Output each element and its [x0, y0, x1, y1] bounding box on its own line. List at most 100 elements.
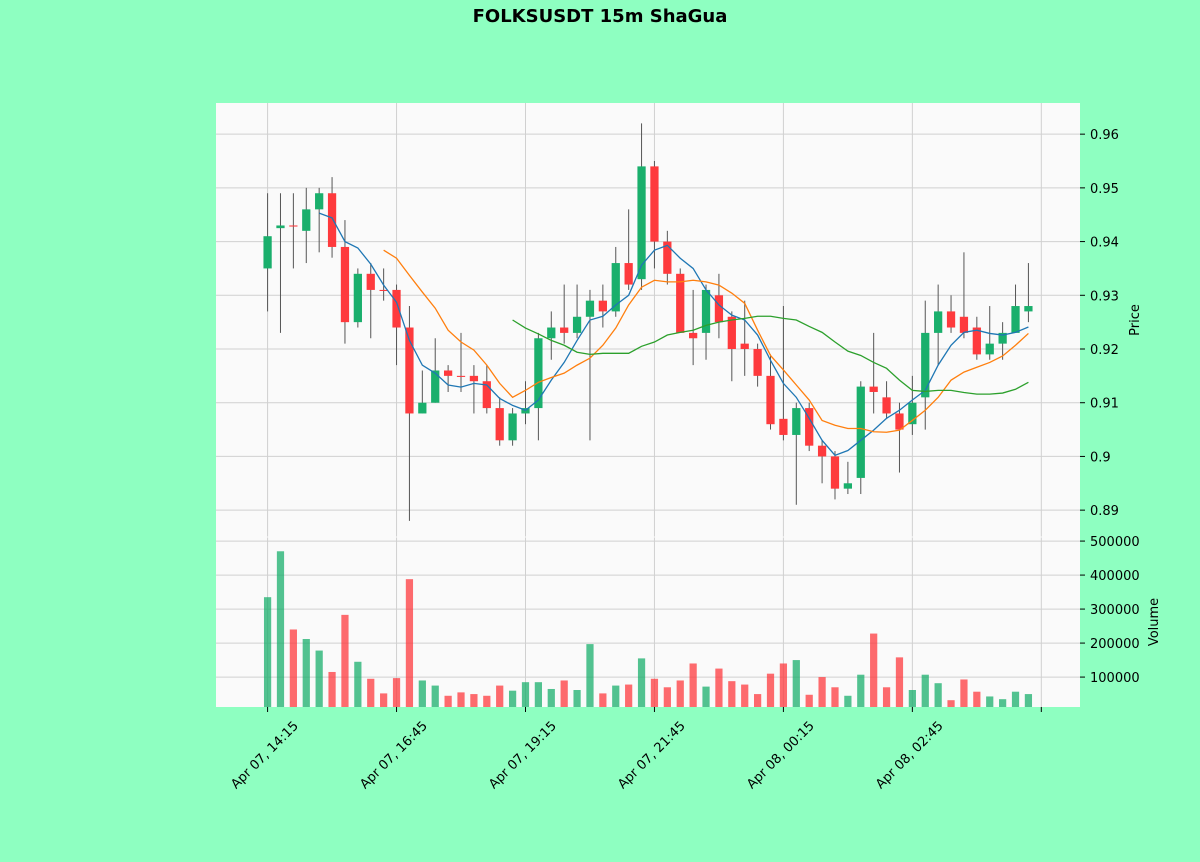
- candle-body: [598, 300, 607, 312]
- candle-body: [676, 273, 685, 333]
- candle-body: [714, 295, 724, 323]
- volume-bar: [908, 690, 916, 707]
- candle-body: [843, 483, 853, 489]
- volume-bar: [754, 694, 762, 707]
- volume-bar: [521, 682, 530, 707]
- volume-bar: [560, 680, 568, 707]
- candle-body: [985, 343, 994, 355]
- candle-body: [972, 327, 981, 355]
- volume-bar: [921, 674, 929, 707]
- candle-body: [740, 343, 749, 350]
- volume-bar: [728, 681, 736, 707]
- volume-bar: [573, 690, 581, 707]
- candle-body: [689, 332, 698, 339]
- moving-average-line: [383, 249, 1029, 433]
- moving-average-line: [318, 212, 1029, 457]
- y-tick-label: 0.9: [1090, 450, 1111, 465]
- candle-body: [637, 166, 646, 280]
- candle-body: [302, 209, 311, 231]
- volume-bar: [741, 684, 749, 707]
- chart-title: FOLKSUSDT 15m ShaGua: [473, 6, 728, 27]
- candle-body: [753, 349, 762, 376]
- candle-body: [482, 381, 491, 409]
- y-tick-label: 0.93: [1090, 289, 1119, 304]
- volume-bar: [508, 690, 517, 707]
- volume-bar: [882, 687, 891, 707]
- candle-body: [495, 408, 504, 441]
- volume-bar: [650, 678, 659, 707]
- volume-axis-label: Volume: [1147, 598, 1162, 646]
- candle-body: [392, 289, 401, 328]
- volume-bar: [392, 678, 401, 707]
- volume-bar: [405, 579, 414, 707]
- volume-bar: [973, 691, 981, 707]
- candle-body: [779, 418, 788, 435]
- candle-body: [611, 263, 620, 312]
- volume-bar: [766, 673, 775, 707]
- plot-area: [216, 103, 1080, 707]
- candle-body: [263, 236, 272, 269]
- candle-body: [805, 408, 814, 446]
- volume-bar: [276, 551, 285, 707]
- volume-bar: [986, 696, 994, 707]
- candle-body: [701, 289, 711, 333]
- candle-body: [534, 338, 543, 409]
- candle-body: [418, 402, 427, 414]
- candle-body: [289, 225, 298, 227]
- candle-body: [327, 193, 337, 247]
- candle-body: [998, 332, 1007, 344]
- volume-bar: [431, 685, 439, 707]
- candle-body: [315, 193, 324, 210]
- volume-bar: [947, 700, 955, 707]
- volume-bar: [534, 682, 542, 707]
- volume-bar: [263, 597, 272, 707]
- candle-body: [405, 327, 414, 414]
- volume-bar: [689, 663, 697, 707]
- volume-bar: [315, 650, 323, 707]
- candle-body: [895, 413, 904, 430]
- candle-body: [830, 456, 840, 489]
- candle-body: [431, 370, 440, 403]
- volume-bar: [289, 629, 297, 707]
- volume-bar: [380, 693, 388, 707]
- volume-bar: [870, 633, 878, 707]
- volume-bar: [792, 660, 800, 707]
- y-tick-label: 0.89: [1090, 504, 1119, 519]
- candle-body: [443, 370, 453, 376]
- candle-body: [547, 327, 556, 339]
- y-tick-label: 0.96: [1090, 128, 1119, 143]
- volume-tick-label: 100000: [1090, 671, 1140, 686]
- y-tick-label: 0.94: [1090, 236, 1119, 251]
- y-axis-label: Price: [1128, 304, 1143, 336]
- volume-bar: [625, 684, 633, 707]
- y-tick-label: 0.91: [1090, 397, 1119, 412]
- candle-body: [934, 311, 943, 333]
- x-tick-label: Apr 07, 21:45: [615, 719, 688, 792]
- volume-bar: [418, 680, 426, 707]
- volume-bar: [857, 674, 865, 707]
- volume-bar: [586, 644, 594, 707]
- candle-body: [727, 316, 736, 350]
- x-tick-label: Apr 07, 14:15: [228, 719, 301, 792]
- candle-body: [469, 375, 479, 382]
- candle-body: [921, 332, 930, 398]
- volume-tick-label: 500000: [1090, 535, 1140, 550]
- volume-bar: [805, 694, 813, 707]
- candle-body: [560, 327, 569, 333]
- candle-body: [508, 413, 517, 441]
- volume-bar: [663, 687, 671, 707]
- volume-bar: [470, 694, 478, 707]
- volume-bar: [457, 692, 465, 707]
- volume-bar: [599, 693, 607, 707]
- volume-bar: [354, 661, 362, 707]
- volume-bar: [341, 614, 349, 707]
- volume-bar: [895, 657, 904, 707]
- volume-bar: [483, 695, 491, 707]
- x-tick-label: Apr 07, 16:45: [357, 719, 430, 792]
- volume-bar: [960, 679, 968, 707]
- volume-tick-label: 300000: [1090, 603, 1140, 618]
- volume-bar: [612, 685, 620, 707]
- x-tick-label: Apr 07, 19:15: [486, 719, 559, 792]
- candle-body: [276, 225, 285, 229]
